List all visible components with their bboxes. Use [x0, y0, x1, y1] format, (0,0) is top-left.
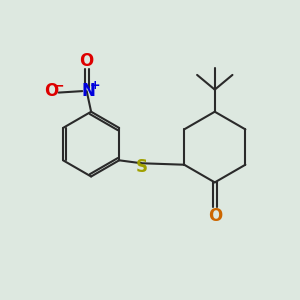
Text: +: + — [90, 79, 100, 92]
Text: O: O — [44, 82, 58, 100]
Text: O: O — [208, 207, 222, 225]
Text: S: S — [136, 158, 148, 176]
Text: O: O — [80, 52, 94, 70]
Text: −: − — [52, 78, 64, 92]
Text: N: N — [81, 82, 95, 100]
